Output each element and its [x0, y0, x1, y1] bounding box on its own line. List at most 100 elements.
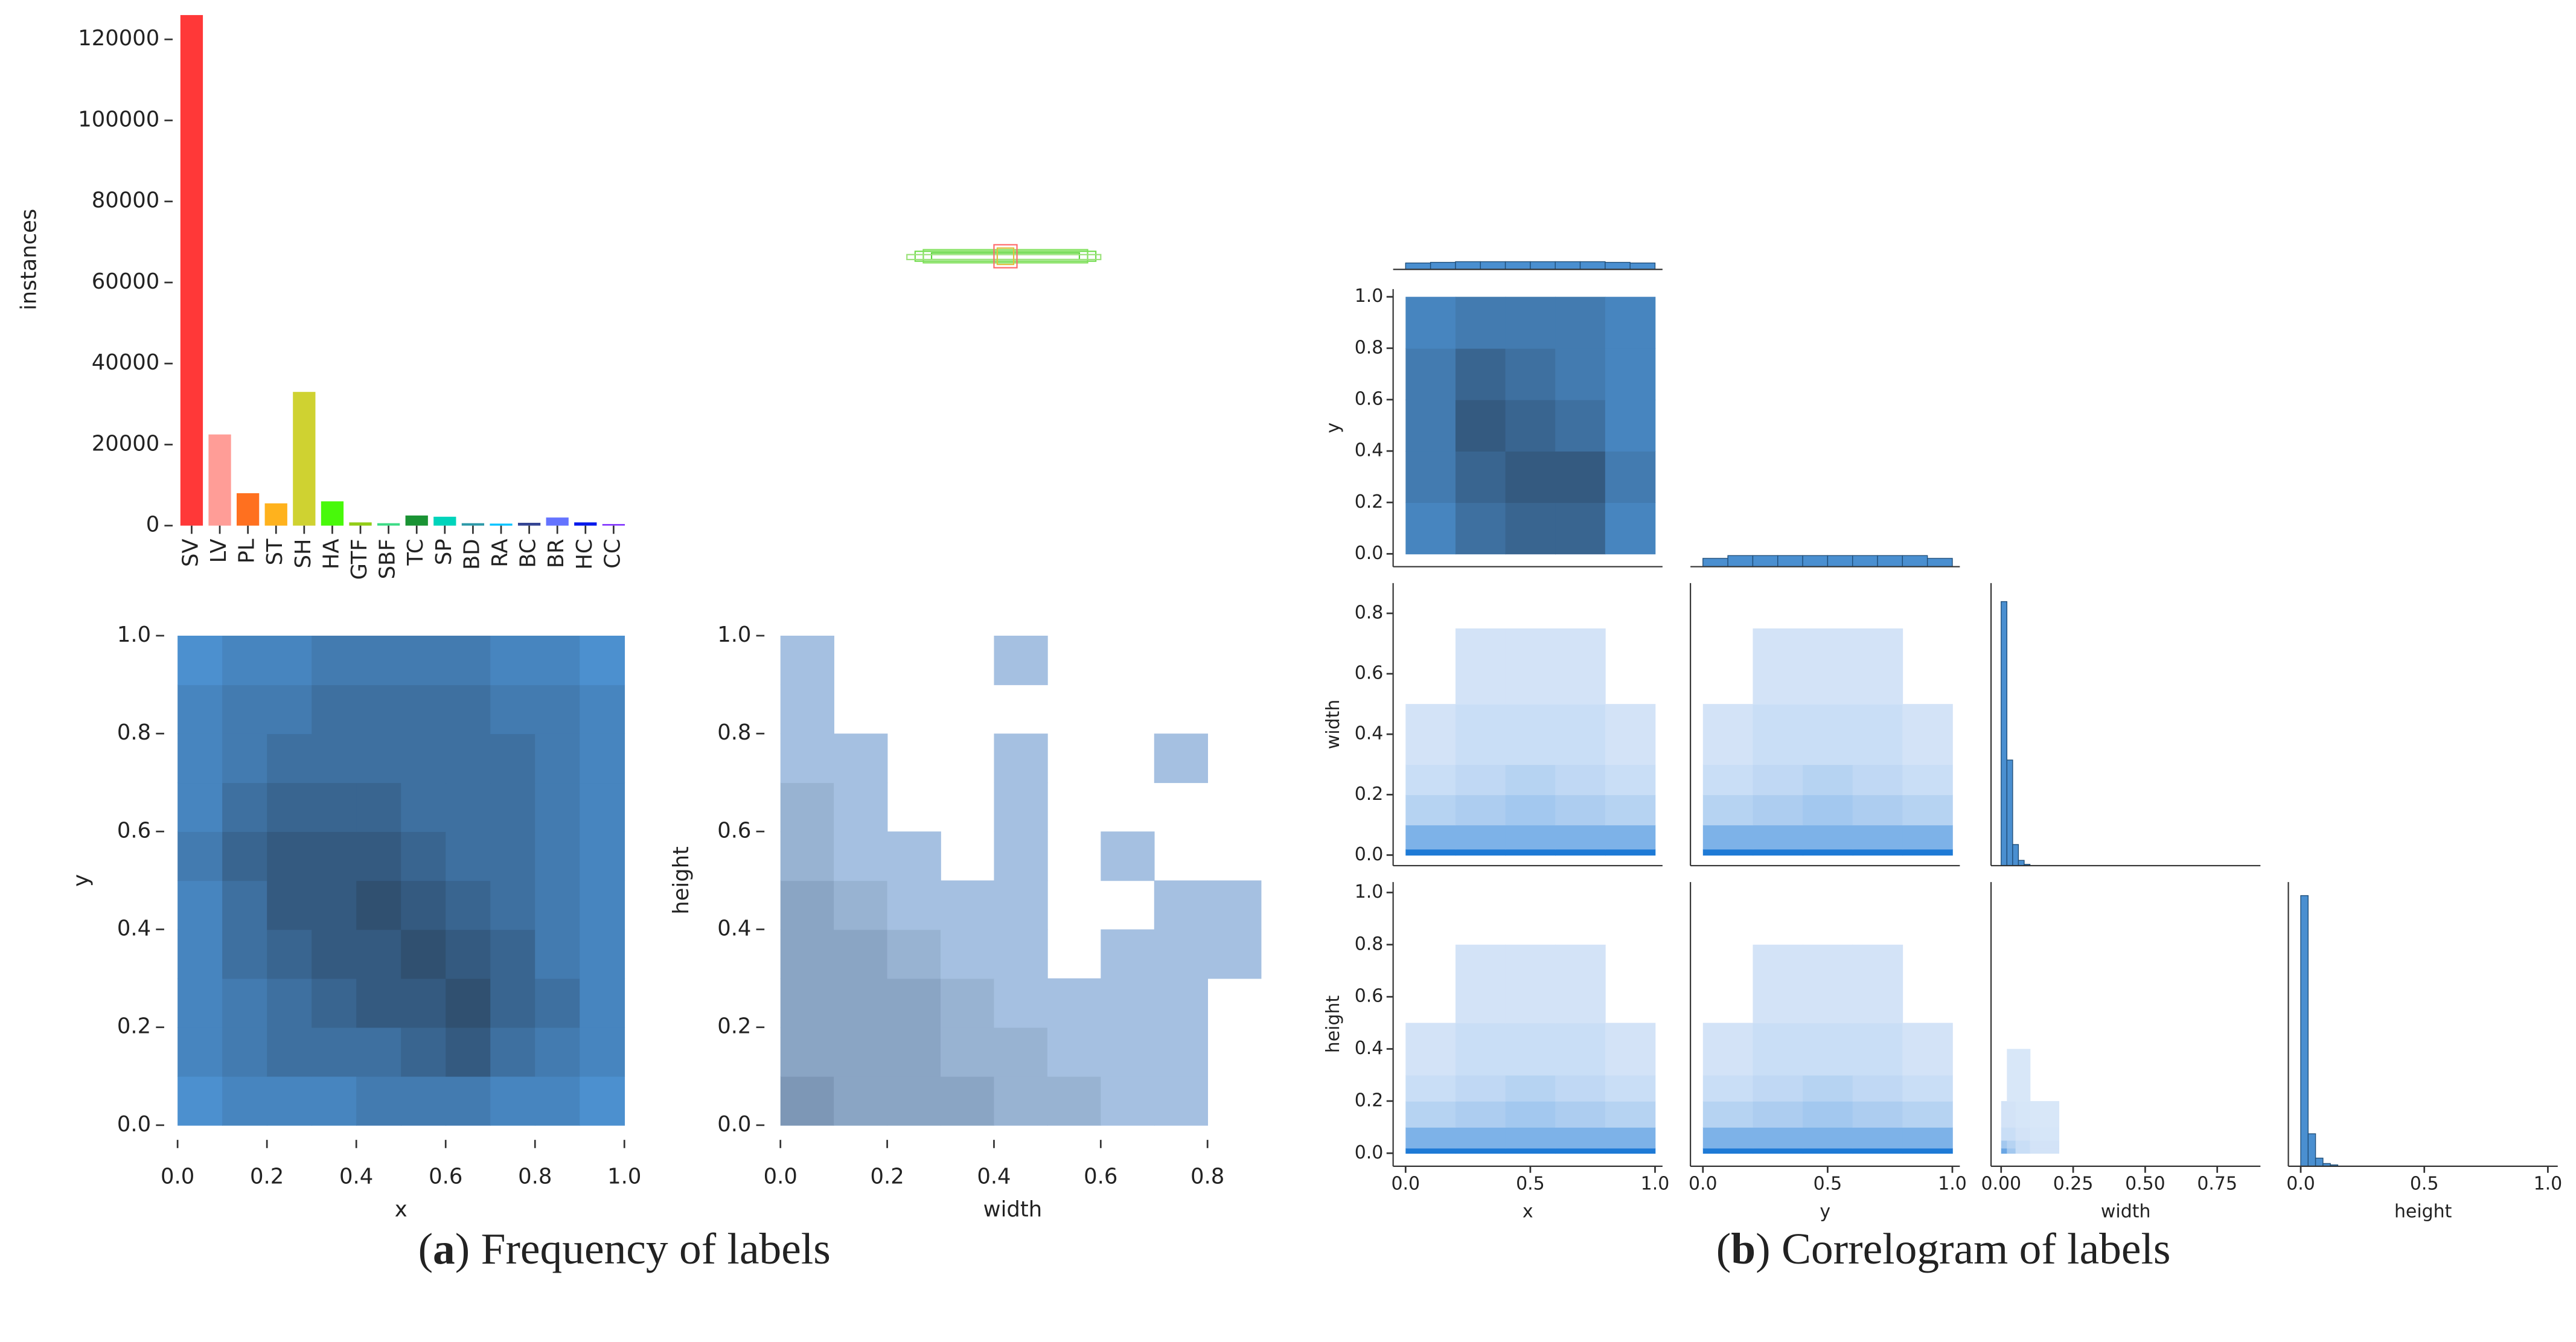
heatmap-cell: [535, 929, 581, 979]
heatmap-cell: [401, 1076, 447, 1126]
heatmap-cell: [401, 831, 447, 881]
heatmap-cell: [1505, 825, 1556, 850]
heatmap-cell: [1702, 849, 1754, 856]
heatmap-cell: [490, 1027, 536, 1077]
heatmap-cell: [535, 733, 581, 784]
y-tick-label: 0.6: [1355, 388, 1384, 409]
x-tick-label: GTF: [347, 538, 372, 580]
bar: [433, 516, 456, 526]
y-tick-label: 0.8: [1355, 337, 1384, 358]
heatmap-cell: [780, 636, 834, 685]
heatmap-cell: [1455, 399, 1506, 452]
heatmap-cell: [267, 1027, 312, 1077]
heatmap-cell: [1455, 296, 1506, 349]
histogram-bar: [1405, 262, 1431, 270]
heatmap-cell: [2015, 1049, 2031, 1102]
heatmap-cell: [1555, 399, 1606, 452]
heatmap-cell: [1753, 704, 1803, 765]
heatmap-cell: [834, 880, 888, 930]
heatmap-cell: [1902, 1148, 1953, 1154]
x-axis-label: height: [2394, 1201, 2452, 1222]
heatmap-cell: [1852, 1148, 1903, 1154]
heatmap-cell: [490, 831, 536, 881]
heatmap-cell: [994, 1027, 1048, 1077]
heatmap-cell: [2007, 1127, 2016, 1141]
heatmap-cell: [1405, 296, 1456, 349]
y-axis-label: y: [69, 874, 94, 887]
x-tick-label: 1.0: [1641, 1173, 1670, 1194]
heatmap-cell: [994, 1076, 1048, 1126]
heatmap-cell: [780, 782, 834, 832]
y-tick-label: 0.0: [1355, 543, 1384, 564]
heatmap-cell: [1455, 1101, 1506, 1128]
y-tick-label: 0.6: [1355, 986, 1384, 1007]
histogram-bar: [1629, 262, 1656, 270]
heatmap-cell: [1555, 849, 1606, 856]
heatmap-cell: [1505, 1101, 1556, 1128]
heatmap-cell: [887, 831, 941, 881]
heatmap-cell: [1405, 764, 1456, 796]
heatmap-cell: [222, 929, 267, 979]
heatmap-cell: [1405, 348, 1456, 400]
y-tick-label: 20000: [92, 431, 159, 456]
heatmap-cell: [1455, 451, 1506, 503]
heatmap-cell: [1605, 296, 1656, 349]
y-tick-label: 0.4: [1355, 440, 1384, 461]
heatmap-cell: [446, 880, 491, 930]
heatmap-cell: [535, 880, 581, 930]
heatmap-cell: [780, 880, 834, 930]
heatmap-cell: [401, 929, 447, 979]
heatmap-cell: [222, 733, 267, 784]
x-tick-label: 0.4: [977, 1165, 1011, 1189]
heatmap-cell: [535, 636, 581, 685]
x-tick-label: 0.75: [2197, 1173, 2237, 1194]
heatmap-cell: [1702, 1075, 1754, 1102]
bar: [490, 523, 513, 526]
heatmap-cell: [1455, 1075, 1506, 1102]
heatmap-cell: [267, 733, 312, 784]
heatmap-cell: [2030, 1127, 2060, 1141]
heatmap-cell: [834, 978, 888, 1028]
histogram-bar: [1877, 555, 1903, 567]
heatmap-cell: [1803, 794, 1853, 826]
heatmap-cell: [1852, 1101, 1903, 1128]
y-tick-label: 0.0: [1355, 1142, 1384, 1163]
heatmap-cell: [267, 929, 312, 979]
heatmap-cell: [1702, 825, 1754, 850]
x-tick-label: LV: [206, 538, 231, 563]
heatmap-cell: [1505, 704, 1556, 765]
x-tick-label: 0.0: [161, 1165, 194, 1189]
heatmap-cell: [1154, 1027, 1208, 1077]
heatmap-cell: [1902, 704, 1953, 765]
x-tick-label: 1.0: [1938, 1173, 1967, 1194]
heatmap-cell: [1605, 348, 1656, 400]
heatmap-cell: [177, 1027, 223, 1077]
heatmap-cell: [446, 733, 491, 784]
histogram-bar: [1605, 261, 1631, 270]
heatmap-cell: [2007, 1101, 2016, 1128]
y-tick-label: 0.4: [1355, 1038, 1384, 1059]
heatmap-cell: [1605, 451, 1656, 503]
heatmap-cell: [941, 978, 995, 1028]
y-tick-label: 0.0: [1355, 844, 1384, 865]
heatmap-cell: [535, 685, 581, 734]
heatmap-cell: [994, 831, 1048, 881]
x-tick-label: 0.5: [1516, 1173, 1545, 1194]
heatmap-cell: [1702, 704, 1754, 765]
heatmap-cell: [177, 733, 223, 784]
heatmap-cell: [1455, 628, 1506, 705]
histogram-bar: [1852, 555, 1878, 567]
heatmap-cell: [1902, 849, 1953, 856]
heatmap-cell: [1902, 1101, 1953, 1128]
heatmap-cell: [1555, 1127, 1606, 1149]
heatmap-cell: [1605, 502, 1656, 555]
heatmap-cell: [1455, 825, 1506, 850]
heatmap-cell: [2001, 1127, 2008, 1141]
y-tick-label: 1.0: [717, 622, 751, 647]
heatmap-cell: [2015, 1140, 2031, 1149]
y-tick-label: 0.6: [1355, 663, 1384, 684]
x-tick-label: 0.0: [764, 1165, 797, 1189]
heatmap-cell: [222, 782, 267, 832]
heatmap-cell: [1101, 1076, 1155, 1126]
heatmap-cell: [1902, 825, 1953, 850]
